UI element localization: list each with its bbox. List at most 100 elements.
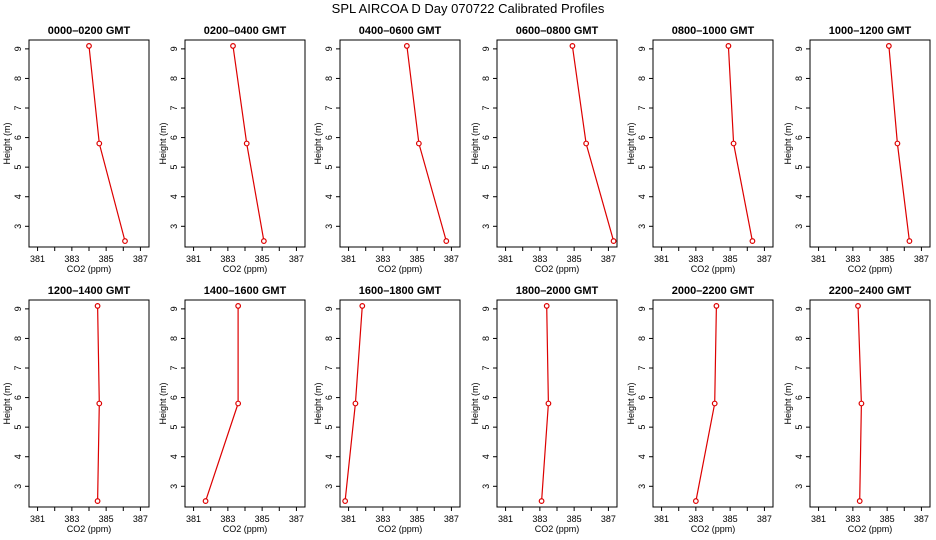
x-axis-label: CO2 (ppm) <box>223 524 268 534</box>
y-tick-label: 6 <box>794 395 804 400</box>
y-axis-label: Height (m) <box>470 122 480 164</box>
x-axis-label: CO2 (ppm) <box>535 524 580 534</box>
profile-point <box>894 140 901 147</box>
profile-point <box>569 43 576 49</box>
x-axis-label: CO2 (ppm) <box>223 264 268 274</box>
profile-point <box>235 400 242 407</box>
x-tick-label: 387 <box>601 254 616 264</box>
profile-point <box>86 43 92 49</box>
profile-point <box>359 303 366 309</box>
x-tick-label: 383 <box>845 514 860 524</box>
profile-panel: 2200–2400 GMT 381 383 385 387 3 4 5 6 7 8 9 CO2 (ppm… <box>783 285 931 534</box>
x-axis-label: CO2 (ppm) <box>378 524 423 534</box>
profile-point <box>545 400 552 407</box>
profile-point <box>96 400 103 407</box>
y-tick-label: 9 <box>637 306 647 311</box>
x-tick-label: 383 <box>688 254 703 264</box>
x-tick-label: 385 <box>880 254 895 264</box>
y-tick-label: 7 <box>481 366 491 371</box>
x-tick-label: 387 <box>601 514 616 524</box>
panel-title: 1000–1200 GMT <box>829 25 912 37</box>
x-tick-label: 385 <box>99 514 114 524</box>
y-axis-label: Height (m) <box>626 382 636 424</box>
profile-point <box>610 238 617 244</box>
panel-title: 1200–1400 GMT <box>48 285 131 297</box>
profile-point <box>711 400 718 407</box>
y-tick-label: 5 <box>637 165 647 170</box>
y-tick-label: 9 <box>481 46 491 51</box>
x-tick-label: 387 <box>757 254 772 264</box>
x-tick-label: 385 <box>99 254 114 264</box>
profile-point <box>885 43 892 49</box>
y-tick-label: 3 <box>169 484 179 489</box>
y-tick-label: 8 <box>169 336 179 341</box>
profile-point <box>230 43 236 49</box>
y-tick-label: 3 <box>13 224 23 229</box>
y-tick-label: 6 <box>637 135 647 140</box>
plot-frame <box>652 39 774 248</box>
profile-panel: 0200–0400 GMT 381 383 385 387 3 4 5 6 7 8 9 CO2 (ppm… <box>158 25 306 274</box>
y-tick-label: 3 <box>794 484 804 489</box>
profile-panel: 1000–1200 GMT 381 383 385 387 3 4 5 6 7 8 9 CO2 (ppm… <box>783 25 931 274</box>
x-tick-label: 385 <box>567 514 582 524</box>
y-tick-label: 6 <box>324 395 334 400</box>
y-tick-label: 7 <box>324 366 334 371</box>
y-tick-label: 6 <box>637 395 647 400</box>
panel-title: 0200–0400 GMT <box>204 25 287 37</box>
x-tick-label: 387 <box>757 514 772 524</box>
x-tick-label: 387 <box>444 254 459 264</box>
y-tick-label: 7 <box>169 106 179 111</box>
y-tick-label: 5 <box>324 425 334 430</box>
y-tick-label: 4 <box>324 194 334 199</box>
y-tick-label: 6 <box>481 135 491 140</box>
y-axis-label: Height (m) <box>2 382 12 424</box>
x-tick-label: 381 <box>498 514 513 524</box>
panel-title: 0000–0200 GMT <box>48 25 131 37</box>
x-tick-label: 383 <box>375 514 390 524</box>
x-tick-label: 387 <box>133 514 148 524</box>
x-tick-label: 385 <box>723 514 738 524</box>
profile-point <box>122 238 128 244</box>
y-tick-label: 8 <box>324 336 334 341</box>
y-tick-label: 5 <box>794 425 804 430</box>
y-tick-label: 4 <box>794 454 804 459</box>
y-tick-label: 4 <box>794 194 804 199</box>
y-tick-label: 3 <box>794 224 804 229</box>
y-tick-label: 4 <box>637 194 647 199</box>
y-tick-label: 8 <box>13 336 23 341</box>
y-tick-label: 3 <box>169 224 179 229</box>
y-axis-label: Height (m) <box>158 122 168 164</box>
y-tick-label: 8 <box>481 76 491 81</box>
y-tick-label: 4 <box>324 454 334 459</box>
y-tick-label: 9 <box>324 306 334 311</box>
y-tick-label: 3 <box>324 224 334 229</box>
panel-title: 2200–2400 GMT <box>829 285 912 297</box>
y-tick-label: 6 <box>169 135 179 140</box>
profile-point <box>94 303 101 309</box>
x-tick-label: 387 <box>914 514 929 524</box>
y-tick-label: 7 <box>324 106 334 111</box>
y-tick-label: 9 <box>794 306 804 311</box>
x-tick-label: 383 <box>64 514 79 524</box>
y-tick-label: 4 <box>169 194 179 199</box>
y-tick-label: 8 <box>13 76 23 81</box>
profile-line <box>205 305 239 502</box>
x-tick-label: 383 <box>220 254 235 264</box>
profile-point <box>725 43 732 49</box>
y-tick-label: 5 <box>637 425 647 430</box>
x-tick-label: 387 <box>289 254 304 264</box>
y-tick-label: 7 <box>169 366 179 371</box>
profile-point <box>906 238 913 244</box>
x-tick-label: 381 <box>186 254 201 264</box>
y-tick-label: 6 <box>13 135 23 140</box>
y-tick-label: 8 <box>794 336 804 341</box>
x-tick-label: 387 <box>133 254 148 264</box>
x-tick-label: 381 <box>341 254 356 264</box>
profile-point <box>94 498 101 504</box>
figure-title: SPL AIRCOA D Day 070722 Calibrated Profi… <box>331 1 605 16</box>
x-tick-label: 381 <box>30 514 45 524</box>
plot-frame <box>496 39 618 248</box>
y-tick-label: 8 <box>169 76 179 81</box>
x-tick-label: 387 <box>289 514 304 524</box>
